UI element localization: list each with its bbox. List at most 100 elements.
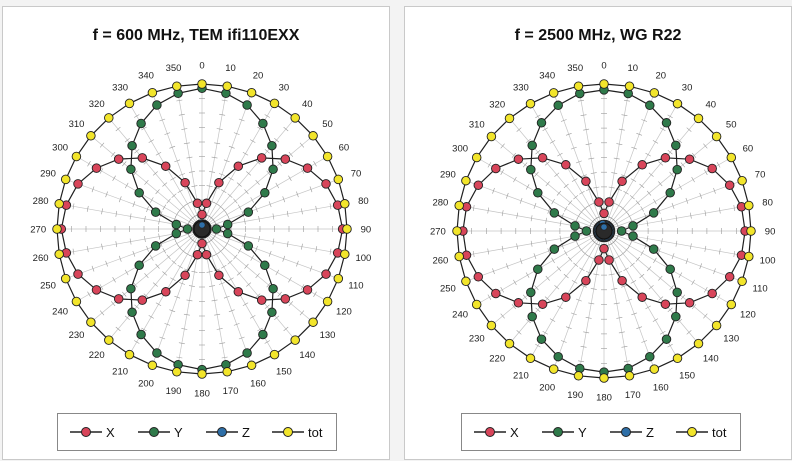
grid-tick xyxy=(554,285,560,290)
grid-tick xyxy=(549,140,556,144)
legend-item-y: Y xyxy=(138,422,183,442)
grid-tick xyxy=(179,282,186,285)
data-point xyxy=(533,188,543,198)
grid-tick xyxy=(184,268,191,272)
grid-spoke xyxy=(603,89,656,232)
grid-tick xyxy=(214,313,221,316)
grid-tick xyxy=(627,213,632,220)
grid-tick xyxy=(645,305,651,310)
angle-tick-label: 170 xyxy=(625,390,641,401)
data-point xyxy=(628,231,638,241)
grid-tick xyxy=(183,142,190,145)
grid-tick xyxy=(560,340,567,343)
grid-tick xyxy=(501,210,504,217)
data-point xyxy=(242,348,252,358)
grid-tick xyxy=(565,133,572,136)
grid-tick xyxy=(225,240,229,247)
angle-tick-label: 140 xyxy=(299,350,315,361)
grid-tick xyxy=(164,132,171,135)
data-point xyxy=(711,320,722,331)
grid-tick xyxy=(704,245,707,252)
grid-tick xyxy=(296,260,299,267)
data-point xyxy=(137,153,148,163)
angle-tick-label: 300 xyxy=(52,143,68,154)
grid-tick xyxy=(286,210,289,217)
grid-tick xyxy=(564,250,568,256)
legend-marker-x-icon xyxy=(474,427,506,437)
grid-tick xyxy=(568,200,573,206)
data-point xyxy=(570,231,580,241)
angle-tick-label: 0 xyxy=(601,60,606,71)
data-point xyxy=(637,160,647,170)
grid-tick xyxy=(255,293,261,298)
grid-tick xyxy=(559,220,562,227)
grid-tick xyxy=(162,204,167,210)
grid-tick xyxy=(275,269,280,276)
data-point xyxy=(744,251,754,262)
grid-spoke xyxy=(488,230,605,328)
grid-spoke xyxy=(462,179,605,232)
data-point xyxy=(581,176,591,187)
chart-title: f = 2500 MHz, WG R22 xyxy=(514,27,682,44)
grid-tick xyxy=(525,272,530,278)
grid-tick xyxy=(258,215,260,222)
grid-tick xyxy=(112,277,116,283)
data-point xyxy=(152,100,162,110)
grid-tick xyxy=(237,204,242,210)
grid-tick xyxy=(560,119,567,122)
angle-tick-label: 210 xyxy=(513,370,529,381)
grid-tick xyxy=(244,233,246,240)
data-point xyxy=(711,131,722,142)
legend-label-x: X xyxy=(106,424,115,440)
data-point xyxy=(726,299,737,310)
grid-tick xyxy=(686,127,692,132)
data-point xyxy=(581,226,592,236)
data-point xyxy=(486,320,497,331)
data-point xyxy=(192,249,203,260)
angle-tick-label: 60 xyxy=(339,143,350,154)
data-point xyxy=(660,299,671,309)
grid-tick xyxy=(244,263,249,269)
data-point xyxy=(260,188,270,198)
grid-tick xyxy=(213,186,220,190)
data-point xyxy=(280,294,291,304)
grid-tick xyxy=(144,273,149,279)
data-point xyxy=(671,311,681,322)
data-point xyxy=(661,334,672,344)
grid-tick xyxy=(219,342,226,345)
grid-tick xyxy=(144,236,146,243)
angle-tick-label: 150 xyxy=(679,370,695,381)
grid-tick xyxy=(255,206,258,213)
grid-tick xyxy=(283,326,289,332)
grid-tick xyxy=(487,162,492,168)
grid-tick xyxy=(186,156,193,159)
data-point xyxy=(192,198,203,209)
grid-tick xyxy=(255,160,261,165)
grid-tick xyxy=(686,330,692,335)
grid-tick xyxy=(588,157,595,160)
grid-tick xyxy=(525,138,531,144)
grid-tick xyxy=(716,162,721,168)
grid-tick xyxy=(661,217,663,224)
angle-tick-label: 250 xyxy=(40,281,56,292)
grid-tick xyxy=(299,142,305,148)
angle-tick-label: 100 xyxy=(355,253,371,264)
grid-tick xyxy=(288,175,292,181)
angle-tick-label: 290 xyxy=(440,170,456,181)
data-point xyxy=(548,88,559,98)
grid-tick xyxy=(641,119,648,122)
grid-tick xyxy=(134,114,140,118)
grid-tick xyxy=(500,143,505,149)
grid-tick xyxy=(703,313,708,319)
legend-item-z: Z xyxy=(206,422,250,442)
grid-tick xyxy=(551,198,555,205)
data-point xyxy=(280,154,291,164)
grid-tick xyxy=(268,201,272,208)
polar-chart-panel-2500mhz: f = 2500 MHz, WG R22 0 10 20 30 40 50 60 70 80 90… xyxy=(404,6,792,460)
grid-tick xyxy=(636,326,643,329)
grid-tick xyxy=(733,205,736,212)
grid-tick xyxy=(613,302,620,305)
polar-plot: 0 10 20 30 40 50 60 70 80 90 100 110 120 130 140 150 160… xyxy=(30,61,371,400)
grid-tick xyxy=(148,315,154,319)
grid-tick xyxy=(206,271,213,273)
